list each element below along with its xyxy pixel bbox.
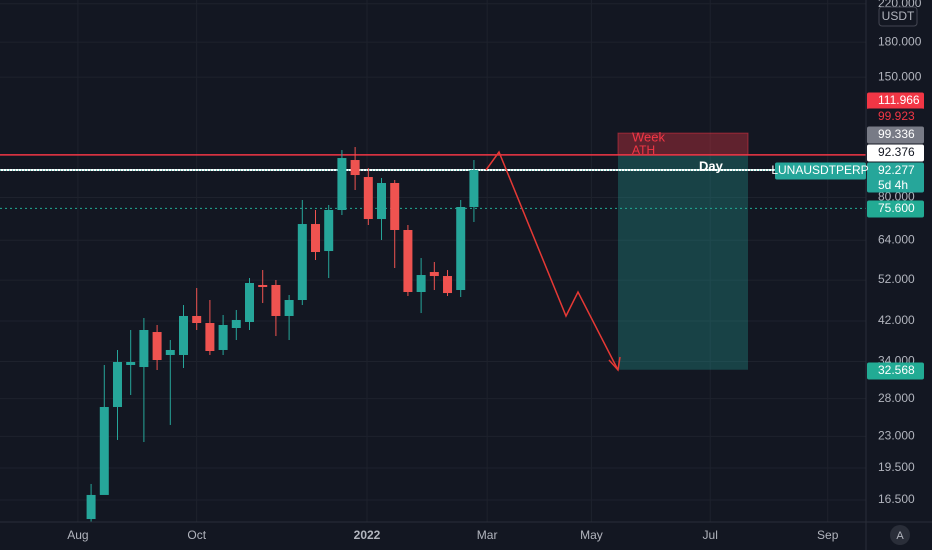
candle-body <box>403 229 413 292</box>
candle-body <box>469 170 479 208</box>
candle-body <box>99 406 109 495</box>
candle-body <box>205 323 215 352</box>
candle-body <box>152 332 162 361</box>
y-tick-label: 28.000 <box>878 391 915 405</box>
price-lines <box>0 154 866 209</box>
price-label: 99.336 <box>878 127 915 141</box>
price-label: 92.376 <box>878 145 915 159</box>
candle-body <box>139 329 149 368</box>
auto-scale-button[interactable] <box>890 525 910 545</box>
x-tick-label: May <box>580 528 603 542</box>
candle-body <box>284 300 294 316</box>
ath-label: ATH <box>632 143 655 157</box>
y-tick-label: 42.000 <box>878 313 915 327</box>
countdown: 5d 4h <box>878 178 908 192</box>
y-tick-label: 19.500 <box>878 460 915 474</box>
price-label: 99.923 <box>878 109 915 123</box>
currency: USDT <box>882 9 915 23</box>
price-label: 32.568 <box>878 363 915 377</box>
candle-body <box>297 224 307 301</box>
candle-body <box>337 158 347 210</box>
y-tick-label: 180.000 <box>878 34 922 48</box>
candle-body <box>377 183 387 220</box>
x-tick-label: Oct <box>187 528 206 542</box>
candle-body <box>258 284 268 288</box>
y-tick-label: 64.000 <box>878 232 915 246</box>
position-box <box>617 132 749 370</box>
price-label: 92.277 <box>878 163 915 177</box>
day-label: Day <box>699 158 724 173</box>
candle-body <box>271 284 281 316</box>
price-label-box <box>867 126 924 144</box>
candle-body <box>456 207 466 291</box>
candle-body <box>443 276 453 294</box>
price-label-box <box>867 92 924 110</box>
candle-body <box>416 275 426 292</box>
candles <box>86 147 479 522</box>
price-label: 111.966 <box>878 93 920 107</box>
candle-body <box>218 324 228 350</box>
price-label-box <box>867 362 924 380</box>
y-tick-label: 150.000 <box>878 69 922 83</box>
candle-body <box>178 315 188 355</box>
x-tick-label: Sep <box>817 528 839 542</box>
y-tick-label: 16.500 <box>878 492 915 506</box>
symbol-box <box>775 162 866 180</box>
candle-body <box>126 361 136 365</box>
arrow-head <box>608 356 621 372</box>
candle-body <box>429 272 439 277</box>
candle-body <box>324 209 334 252</box>
price-label-box <box>867 162 924 193</box>
x-tick-label: Aug <box>67 528 88 542</box>
currency-box <box>878 6 918 27</box>
projection-arrow <box>485 150 619 371</box>
y-tick-label: 23.000 <box>878 429 915 443</box>
price-label-box <box>867 108 924 126</box>
x-tick-label: Jul <box>703 528 718 542</box>
y-tick-label: 220.000 <box>878 0 922 10</box>
candle-body <box>231 319 241 329</box>
candle-body <box>86 494 96 520</box>
candle-body <box>363 177 373 220</box>
target-zone <box>618 154 748 370</box>
candle-body <box>311 224 321 253</box>
price-labels: 111.966 99.923 99.336 92.376 92.277 75.600 32.… <box>771 92 924 380</box>
candle-body <box>350 160 360 176</box>
x-tick-label: 2022 <box>354 528 381 542</box>
y-tick-label: 80.000 <box>878 190 915 204</box>
price-label-box <box>867 144 924 162</box>
symbol-label: LUNAUSDTPERP <box>771 163 868 177</box>
candle-body <box>245 282 255 322</box>
candle-body <box>192 315 202 324</box>
candle-body <box>112 361 122 407</box>
y-tick-label: 52.000 <box>878 272 915 286</box>
x-tick-label: Mar <box>477 528 498 542</box>
auto-scale-text[interactable]: A <box>896 530 904 542</box>
week-label: Week <box>632 129 665 144</box>
price-label: 75.600 <box>878 201 915 215</box>
candle-body <box>165 349 175 355</box>
price-label-box <box>867 200 924 218</box>
axes: 16.50019.50023.00028.00034.00042.00052.0… <box>67 0 921 542</box>
candle-body <box>390 183 400 230</box>
